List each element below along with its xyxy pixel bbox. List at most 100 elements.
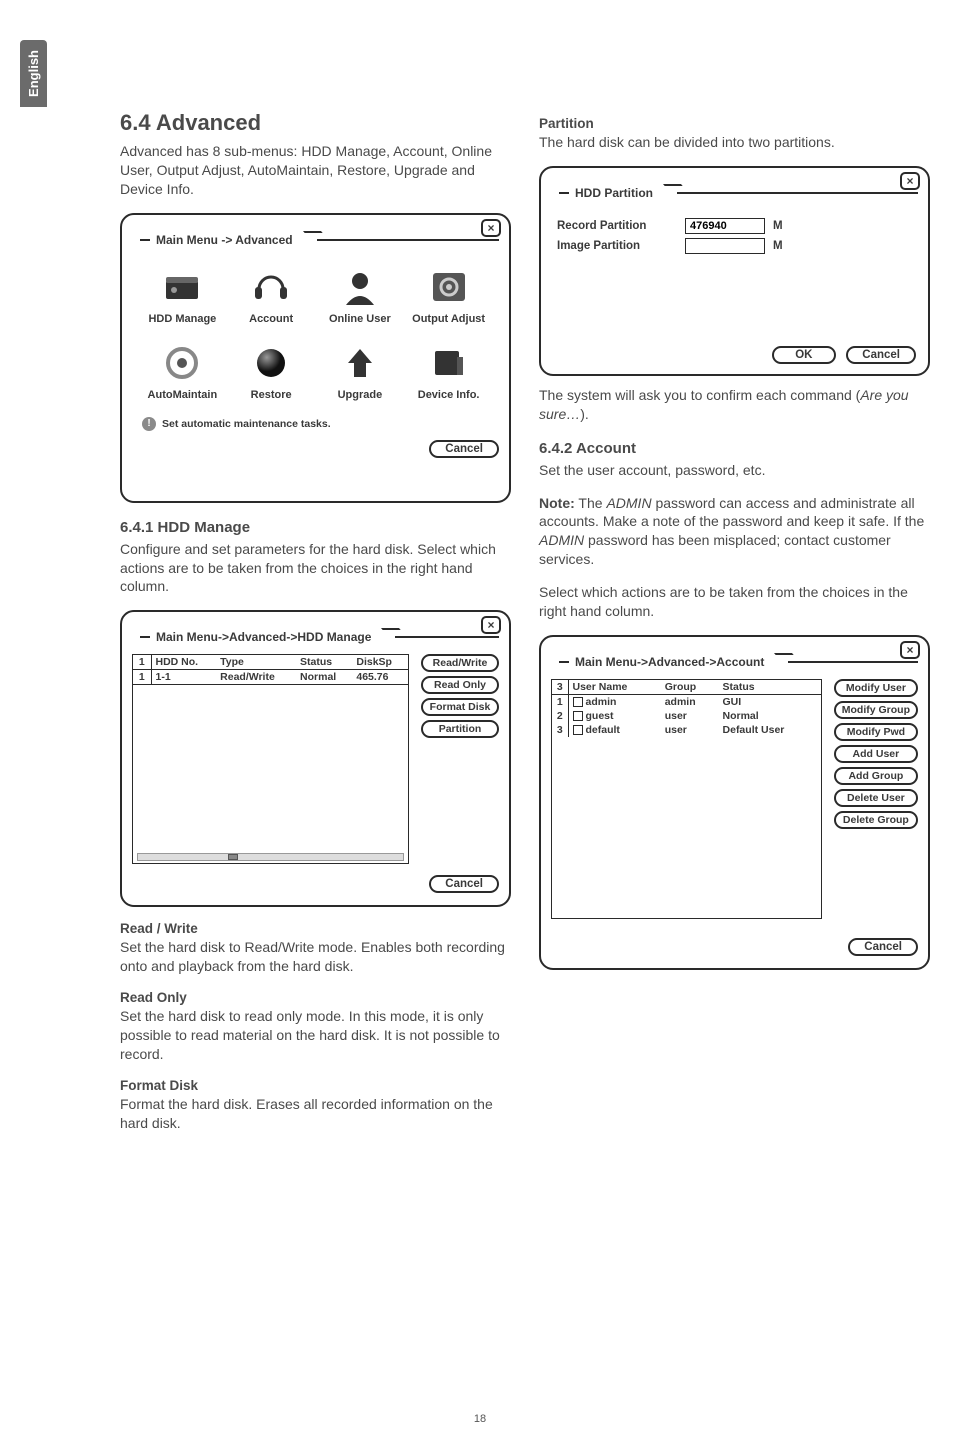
cancel-button[interactable]: Cancel	[429, 875, 499, 893]
icon-account[interactable]: Account	[227, 267, 316, 325]
ok-button[interactable]: OK	[772, 346, 836, 364]
icon-restore[interactable]: Restore	[227, 343, 316, 401]
partition-button[interactable]: Partition	[421, 720, 499, 738]
delete-group-button[interactable]: Delete Group	[834, 811, 918, 829]
modify-user-button[interactable]: Modify User	[834, 679, 918, 697]
account-intro: Set the user account, password, etc.	[539, 461, 930, 480]
cell: admin	[661, 694, 719, 709]
device-icon	[427, 343, 471, 383]
table-row[interactable]: 3 default user Default User	[552, 723, 821, 737]
close-icon[interactable]: ×	[481, 219, 501, 237]
table-row[interactable]: 1 1-1 Read/Write Normal 465.76	[133, 670, 408, 685]
table-row[interactable]: 2 guest user Normal	[552, 709, 821, 723]
info-icon: !	[142, 417, 156, 431]
status-text: Set automatic maintenance tasks.	[162, 418, 331, 430]
col-header: HDD No.	[151, 655, 216, 670]
dialog-title: Main Menu->Advanced->Account	[569, 655, 770, 669]
col-header: Status	[719, 680, 821, 695]
power-icon	[160, 343, 204, 383]
cell: user	[661, 723, 719, 737]
partition-head: Partition	[539, 116, 930, 131]
account-select: Select which actions are to be taken fro…	[539, 583, 930, 621]
icon-hdd-manage[interactable]: HDD Manage	[138, 267, 227, 325]
confirm-paragraph: The system will ask you to confirm each …	[539, 386, 930, 424]
dialog-title: Main Menu->Advanced->HDD Manage	[150, 630, 377, 644]
icon-automaintain[interactable]: AutoMaintain	[138, 343, 227, 401]
icon-label: Online User	[316, 313, 405, 325]
sphere-icon	[249, 343, 293, 383]
cell: GUI	[719, 694, 821, 709]
modify-group-button[interactable]: Modify Group	[834, 701, 918, 719]
cell: default	[568, 723, 661, 737]
scrollbar[interactable]	[137, 853, 404, 861]
icon-device-info[interactable]: Device Info.	[404, 343, 493, 401]
icon-label: Restore	[227, 389, 316, 401]
rw-body: Set the hard disk to Read/Write mode. En…	[120, 938, 511, 976]
cell: user	[661, 709, 719, 723]
icon-label: Account	[227, 313, 316, 325]
cancel-button[interactable]: Cancel	[846, 346, 916, 364]
fd-body: Format the hard disk. Erases all recorde…	[120, 1095, 511, 1133]
hdd-manage-body: Configure and set parameters for the har…	[120, 540, 511, 597]
col-header: Type	[216, 655, 296, 670]
close-icon[interactable]: ×	[481, 616, 501, 634]
col-header: Status	[296, 655, 352, 670]
count-header: 3	[552, 680, 568, 695]
cell: guest	[568, 709, 661, 723]
cell: 1-1	[151, 670, 216, 685]
image-partition-label: Image Partition	[557, 240, 677, 252]
icon-label: AutoMaintain	[138, 389, 227, 401]
hdd-list[interactable]: 1 HDD No. Type Status DiskSp	[132, 654, 409, 864]
table-row[interactable]: 1 admin admin GUI	[552, 694, 821, 709]
page-number: 18	[474, 1413, 486, 1425]
icon-output-adjust[interactable]: Output Adjust	[404, 267, 493, 325]
hdd-icon	[160, 267, 204, 307]
checkbox-icon[interactable]	[573, 697, 583, 707]
account-head: 6.4.2 Account	[539, 440, 930, 457]
count-header: 1	[133, 655, 151, 670]
unit-label: M	[773, 240, 783, 252]
language-tab: English	[20, 40, 47, 107]
checkbox-icon[interactable]	[573, 711, 583, 721]
icon-label: Output Adjust	[404, 313, 493, 325]
add-group-button[interactable]: Add Group	[834, 767, 918, 785]
hdd-manage-head: 6.4.1 HDD Manage	[120, 519, 511, 536]
cancel-button[interactable]: Cancel	[848, 938, 918, 956]
record-partition-input[interactable]	[685, 218, 765, 234]
cancel-button[interactable]: Cancel	[429, 440, 499, 458]
gear-icon	[427, 267, 471, 307]
add-user-button[interactable]: Add User	[834, 745, 918, 763]
cell: admin	[568, 694, 661, 709]
ro-body: Set the hard disk to read only mode. In …	[120, 1007, 511, 1064]
headset-icon	[249, 267, 293, 307]
icon-label: Device Info.	[404, 389, 493, 401]
checkbox-icon[interactable]	[573, 725, 583, 735]
ro-head: Read Only	[120, 990, 511, 1005]
close-icon[interactable]: ×	[900, 172, 920, 190]
row-idx: 1	[552, 694, 568, 709]
cell: Normal	[296, 670, 352, 685]
hdd-manage-dialog: Main Menu->Advanced->HDD Manage × 1	[120, 610, 511, 907]
rw-head: Read / Write	[120, 921, 511, 936]
icon-label: Upgrade	[316, 389, 405, 401]
row-idx: 1	[133, 670, 151, 685]
account-list[interactable]: 3 User Name Group Status 1 a	[551, 679, 822, 919]
cell: Read/Write	[216, 670, 296, 685]
delete-user-button[interactable]: Delete User	[834, 789, 918, 807]
modify-pwd-button[interactable]: Modify Pwd	[834, 723, 918, 741]
icon-upgrade[interactable]: Upgrade	[316, 343, 405, 401]
account-note: Note: The ADMIN password can access and …	[539, 494, 930, 570]
format-disk-button[interactable]: Format Disk	[421, 698, 499, 716]
unit-label: M	[773, 220, 783, 232]
image-partition-input[interactable]	[685, 238, 765, 254]
icon-online-user[interactable]: Online User	[316, 267, 405, 325]
col-header: User Name	[568, 680, 661, 695]
read-only-button[interactable]: Read Only	[421, 676, 499, 694]
row-idx: 3	[552, 723, 568, 737]
close-icon[interactable]: ×	[900, 641, 920, 659]
cell: Default User	[719, 723, 821, 737]
partition-intro: The hard disk can be divided into two pa…	[539, 133, 930, 152]
read-write-button[interactable]: Read/Write	[421, 654, 499, 672]
dialog-title: Main Menu -> Advanced	[150, 233, 299, 247]
icon-label: HDD Manage	[138, 313, 227, 325]
